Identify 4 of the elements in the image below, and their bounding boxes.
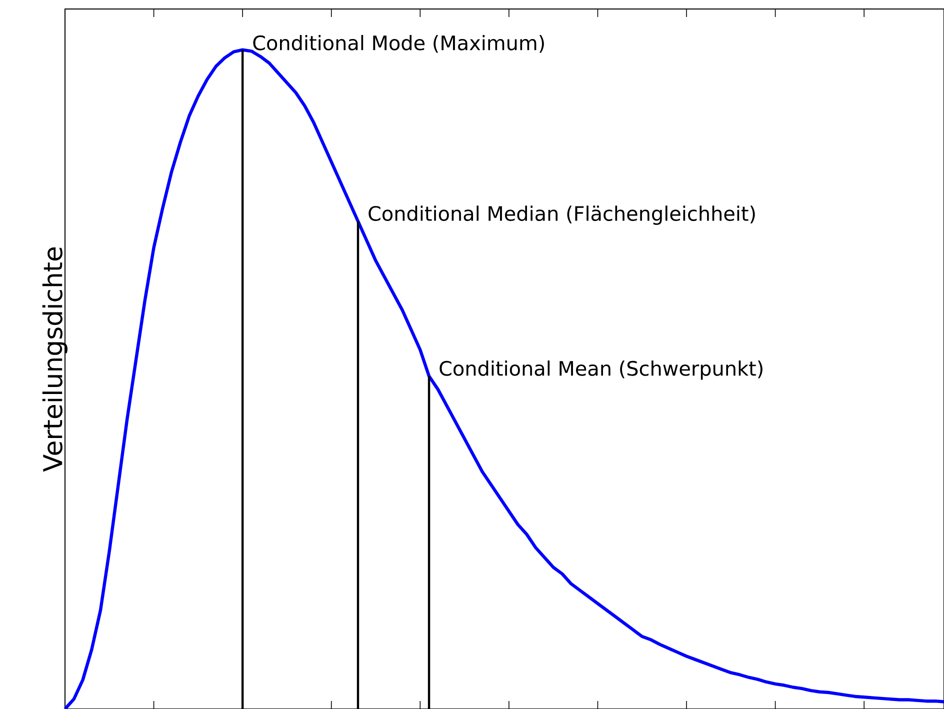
annotation: Conditional Mode (Maximum) [253, 34, 544, 53]
annotation: Conditional Median (Flächengleichheit) [368, 206, 755, 225]
y-axis-title: Verteilungsdichte [42, 247, 68, 472]
annotation: Conditional Mean (Schwerpunkt) [440, 360, 762, 380]
